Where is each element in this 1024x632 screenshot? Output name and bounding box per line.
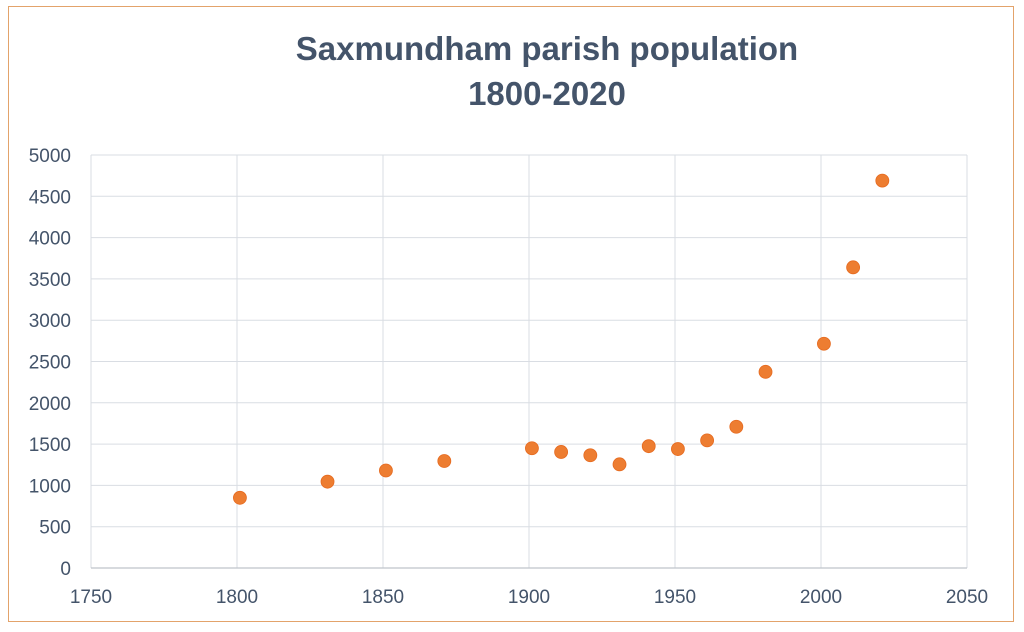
data-point <box>875 173 890 188</box>
x-tick-label: 1750 <box>70 587 112 608</box>
x-tick-label: 2000 <box>800 587 842 608</box>
data-points <box>233 173 890 505</box>
data-point <box>437 454 452 468</box>
data-point <box>817 336 831 351</box>
y-tick-label: 3000 <box>29 311 71 332</box>
data-point <box>641 439 656 454</box>
axes: 0 500 1000 1500 2000 2500 3000 3500 4000 4500 5000… <box>29 146 988 608</box>
data-point <box>583 448 598 463</box>
data-point <box>846 260 861 275</box>
data-point <box>758 364 773 379</box>
data-point <box>554 445 569 459</box>
data-point <box>233 490 247 505</box>
y-tick-label: 1500 <box>29 435 71 456</box>
x-tick-label: 2050 <box>946 587 988 608</box>
y-tick-label: 4000 <box>29 229 71 250</box>
data-point <box>612 457 627 472</box>
x-tick-label: 1900 <box>508 587 550 608</box>
grid <box>90 154 968 568</box>
x-tick-label: 1800 <box>216 587 258 608</box>
data-point <box>320 474 335 489</box>
data-point <box>671 442 685 456</box>
y-tick-label: 2000 <box>29 394 71 415</box>
y-tick-label: 0 <box>60 559 71 580</box>
y-tick-label: 500 <box>39 518 71 539</box>
y-tick-label: 1000 <box>29 476 71 497</box>
chart-title-line-1: Saxmundham parish population <box>295 30 799 67</box>
data-point <box>379 463 393 478</box>
y-tick-label: 4500 <box>29 187 71 208</box>
y-tick-label: 2500 <box>29 353 71 374</box>
x-tick-label: 1950 <box>654 587 696 608</box>
data-point <box>525 441 539 456</box>
x-tick-label: 1850 <box>362 587 404 608</box>
chart-frame <box>8 6 1014 622</box>
y-tick-label: 5000 <box>29 146 71 167</box>
chart-title-line-2: 1800-2020 <box>468 75 626 112</box>
data-point <box>729 419 744 434</box>
chart-title: Saxmundham parish population 1800-2020 <box>0 26 1024 116</box>
data-point <box>700 433 715 448</box>
y-tick-label: 3500 <box>29 270 71 291</box>
